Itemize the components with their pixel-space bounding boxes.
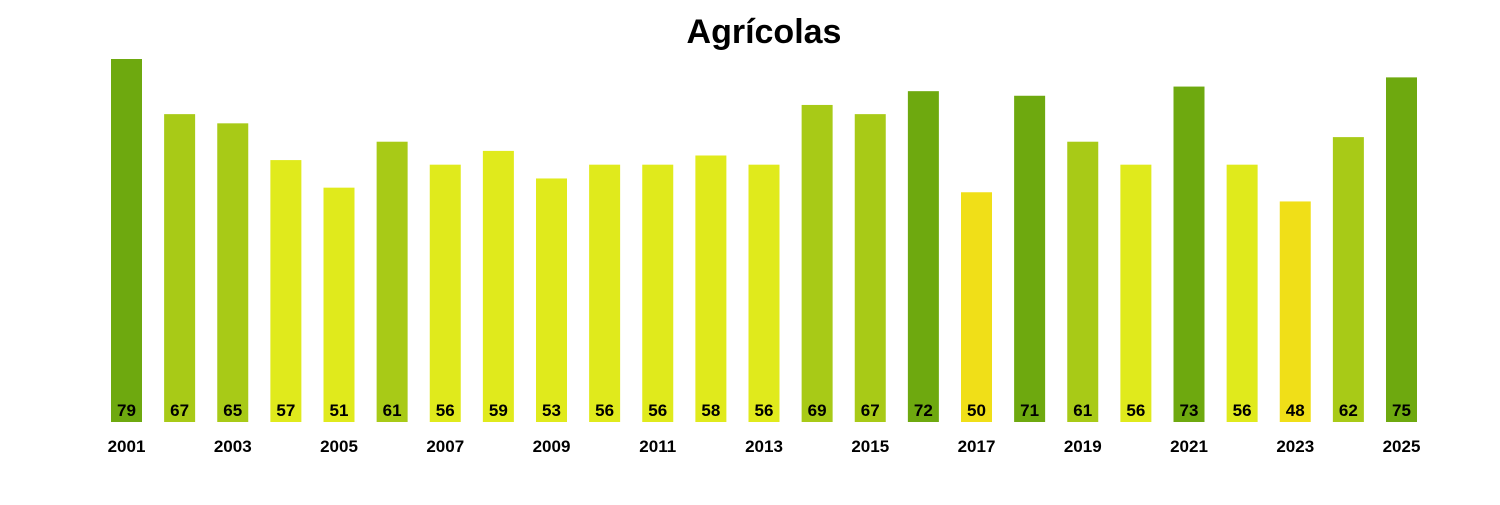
bar-2017	[961, 192, 992, 422]
bar-2012	[695, 155, 727, 423]
x-tick-label: 2019	[1064, 437, 1102, 456]
data-label: 79	[117, 401, 136, 420]
x-tick-label: 2011	[639, 437, 676, 456]
bar-2007	[429, 164, 461, 423]
data-label: 75	[1392, 401, 1411, 420]
x-tick-label: 2007	[426, 437, 464, 456]
bar-2010	[589, 164, 621, 423]
x-tick-label: 2017	[958, 437, 996, 456]
x-tick-label: 2009	[533, 437, 571, 456]
data-label: 67	[861, 401, 880, 420]
data-label: 56	[1233, 401, 1252, 420]
data-label: 53	[542, 401, 561, 420]
data-label: 56	[436, 401, 455, 420]
data-label: 56	[648, 401, 667, 420]
bar-2021	[1173, 86, 1205, 423]
bar-2003	[217, 123, 249, 423]
bar-2025	[1386, 77, 1417, 422]
bar-2004	[270, 160, 302, 422]
data-label: 71	[1020, 401, 1039, 420]
data-label: 56	[1126, 401, 1145, 420]
data-label: 65	[223, 401, 242, 420]
data-label: 56	[755, 401, 774, 420]
bar-2019	[1067, 141, 1099, 422]
bar-2018	[1014, 95, 1046, 422]
x-tick-label: 2015	[851, 437, 889, 456]
bar-2024	[1332, 137, 1364, 422]
bar-2016	[907, 91, 939, 423]
x-tick-label: 2025	[1383, 437, 1421, 456]
data-label: 61	[1073, 401, 1092, 420]
x-tick-label: 2021	[1170, 437, 1208, 456]
bar-2020	[1120, 164, 1152, 423]
x-tick-label: 2013	[745, 437, 783, 456]
data-label: 62	[1339, 401, 1358, 420]
x-tick-label: 2001	[108, 437, 146, 456]
bar-2009	[536, 178, 567, 422]
bar-2002	[164, 114, 196, 422]
bar-2013	[748, 164, 780, 423]
bar-2005	[323, 187, 355, 422]
x-tick-label: 2005	[320, 437, 358, 456]
bar-2001	[111, 59, 142, 422]
data-label: 61	[383, 401, 402, 420]
data-label: 67	[170, 401, 189, 420]
chart-title: Agrícolas	[687, 13, 842, 51]
data-label: 73	[1180, 401, 1199, 420]
bar-2014	[801, 104, 833, 422]
data-label: 51	[330, 401, 349, 420]
bar-2011	[642, 164, 674, 423]
bar-2008	[482, 150, 514, 422]
data-label: 59	[489, 401, 508, 420]
bar-2023	[1279, 201, 1311, 422]
bar-2022	[1226, 164, 1258, 423]
data-label: 69	[808, 401, 827, 420]
x-tick-label: 2003	[214, 437, 252, 456]
bar-2015	[854, 114, 886, 422]
data-label: 56	[595, 401, 614, 420]
data-label: 50	[967, 401, 986, 420]
x-tick-label: 2023	[1276, 437, 1314, 456]
data-label: 58	[701, 401, 720, 420]
data-label: 48	[1286, 401, 1305, 420]
bar-2006	[376, 141, 408, 422]
data-label: 72	[914, 401, 933, 420]
data-label: 57	[276, 401, 295, 420]
